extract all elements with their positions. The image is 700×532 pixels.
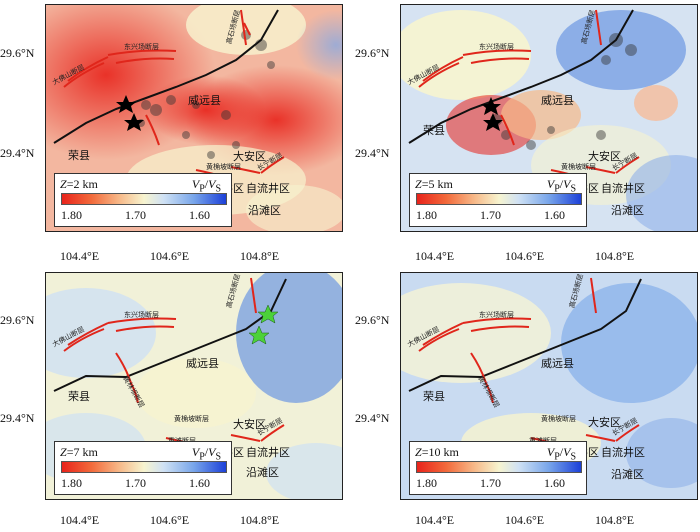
fault-huangmaoba: 黄桷坡断层 xyxy=(541,415,576,423)
profile-line xyxy=(408,9,634,144)
place-yantan: 沿滩区 xyxy=(611,204,644,217)
place-daan: 大安区 xyxy=(588,416,621,429)
lon-tick-label: 104.6°E xyxy=(505,249,545,263)
colorbar-tick: 1.60 xyxy=(544,476,565,490)
place-rongxian: 荣县 xyxy=(68,390,90,403)
colorbar-tick: 1.80 xyxy=(416,208,437,222)
place-yantan: 沿滩区 xyxy=(246,466,279,479)
map-panel-z5: 荣县 威远县 大安区 贡井区 自流井区 沿滩区 东兴场断层 大佛山断层 高石场断… xyxy=(400,4,698,232)
lon-tick-label: 104.6°E xyxy=(150,513,190,527)
depth-value: =7 km xyxy=(66,445,98,459)
fault-dongxingchang: 东兴场断层 xyxy=(479,311,514,319)
colorbar-tick: 1.80 xyxy=(61,208,82,222)
place-weiyuan: 威远县 xyxy=(186,357,219,370)
lon-tick-label: 104.8°E xyxy=(240,513,280,527)
place-daan: 大安区 xyxy=(233,418,266,431)
lat-tick-label: 29.4°N xyxy=(355,146,390,160)
lat-tick-label: 29.6°N xyxy=(355,313,390,327)
colorbar-tick: 1.60 xyxy=(189,476,210,490)
lat-tick-label: 29.6°N xyxy=(355,46,390,60)
place-ziliujing: 自流井区 xyxy=(246,182,290,195)
fault-huangmaoba: 黄桷坡断层 xyxy=(561,163,596,171)
colorbar xyxy=(61,193,227,205)
lon-tick-label: 104.4°E xyxy=(415,249,455,263)
colorbar-legend: Z=10 km VP/VS 1.80 1.70 1.60 xyxy=(409,441,587,495)
colorbar-title: VP/VS xyxy=(191,445,221,463)
place-rongxian: 荣县 xyxy=(68,149,90,162)
place-rongxian: 荣县 xyxy=(423,390,445,403)
lon-tick-label: 104.8°E xyxy=(240,249,280,263)
place-daan: 大安区 xyxy=(233,150,266,163)
fault-dongxingchang: 东兴场断层 xyxy=(124,43,159,51)
fault-huangmaoba: 黄桷坡断层 xyxy=(174,415,209,423)
place-rongxian: 荣县 xyxy=(423,124,445,137)
colorbar-tick: 1.70 xyxy=(125,476,146,490)
colorbar-title: VP/VS xyxy=(546,445,576,463)
map-panel-z2: 荣县 威远县 大安区 贡井区 自流井区 沿滩区 东兴场断层 大佛山断层 高石场断… xyxy=(45,4,343,232)
depth-prefix: Z xyxy=(60,445,67,459)
lon-tick-label: 104.8°E xyxy=(595,513,635,527)
colorbar-legend: Z=2 km VP/VS 1.80 1.70 1.60 xyxy=(54,173,232,227)
velocity-field xyxy=(46,273,342,499)
lon-tick-label: 104.8°E xyxy=(595,249,635,263)
depth-prefix: Z xyxy=(415,445,422,459)
colorbar-tick: 1.70 xyxy=(480,208,501,222)
colorbar-legend: Z=7 km VP/VS 1.80 1.70 1.60 xyxy=(54,441,232,495)
lat-tick-label: 29.4°N xyxy=(0,146,35,160)
fault-dongxingchang: 东兴场断层 xyxy=(479,43,514,51)
colorbar xyxy=(416,461,582,473)
depth-prefix: Z xyxy=(415,177,422,191)
colorbar-tick: 1.60 xyxy=(189,208,210,222)
depth-value: =10 km xyxy=(421,445,459,459)
place-yantan: 沿滩区 xyxy=(248,204,281,217)
place-weiyuan: 威远县 xyxy=(188,94,221,107)
colorbar-tick: 1.60 xyxy=(544,208,565,222)
lat-tick-label: 29.4°N xyxy=(0,411,35,425)
profile-line xyxy=(53,9,279,144)
map-panel-z7: 荣县 威远县 大安区 贡井区 自流井区 沿滩区 东兴场断层 大佛山断层 高石场断… xyxy=(45,272,343,500)
velocity-field xyxy=(46,5,342,231)
lon-tick-label: 104.4°E xyxy=(415,513,455,527)
place-yantan: 沿滩区 xyxy=(611,468,644,481)
colorbar-tick: 1.80 xyxy=(416,476,437,490)
place-ziliujing: 自流井区 xyxy=(246,446,290,459)
colorbar xyxy=(61,461,227,473)
colorbar-legend: Z=5 km VP/VS 1.80 1.70 1.60 xyxy=(409,173,587,227)
lon-tick-label: 104.4°E xyxy=(60,249,100,263)
lon-tick-label: 104.6°E xyxy=(150,249,190,263)
place-ziliujing: 自流井区 xyxy=(601,446,645,459)
lon-tick-label: 104.6°E xyxy=(505,513,545,527)
lon-tick-label: 104.4°E xyxy=(60,513,100,527)
depth-prefix: Z xyxy=(60,177,67,191)
lat-tick-label: 29.6°N xyxy=(0,46,35,60)
map-panel-z10: 荣县 威远县 大安区 贡井区 自流井区 沿滩区 东兴场断层 大佛山断层 高石场断… xyxy=(400,272,698,500)
lat-tick-label: 29.6°N xyxy=(0,313,35,327)
lat-tick-label: 29.4°N xyxy=(355,411,390,425)
colorbar-title: VP/VS xyxy=(191,177,221,195)
place-daan: 大安区 xyxy=(588,150,621,163)
depth-value: =2 km xyxy=(66,177,98,191)
place-weiyuan: 威远县 xyxy=(541,357,574,370)
colorbar-tick: 1.80 xyxy=(61,476,82,490)
profile-line xyxy=(408,278,642,392)
colorbar-title: VP/VS xyxy=(546,177,576,195)
fault-huangmaoba: 黄桷坡断层 xyxy=(206,163,241,171)
place-ziliujing: 自流井区 xyxy=(601,182,645,195)
colorbar xyxy=(416,193,582,205)
colorbar-tick: 1.70 xyxy=(125,208,146,222)
fault-dongxingchang: 东兴场断层 xyxy=(124,311,159,319)
colorbar-tick: 1.70 xyxy=(480,476,501,490)
place-weiyuan: 威远县 xyxy=(541,94,574,107)
depth-value: =5 km xyxy=(421,177,453,191)
